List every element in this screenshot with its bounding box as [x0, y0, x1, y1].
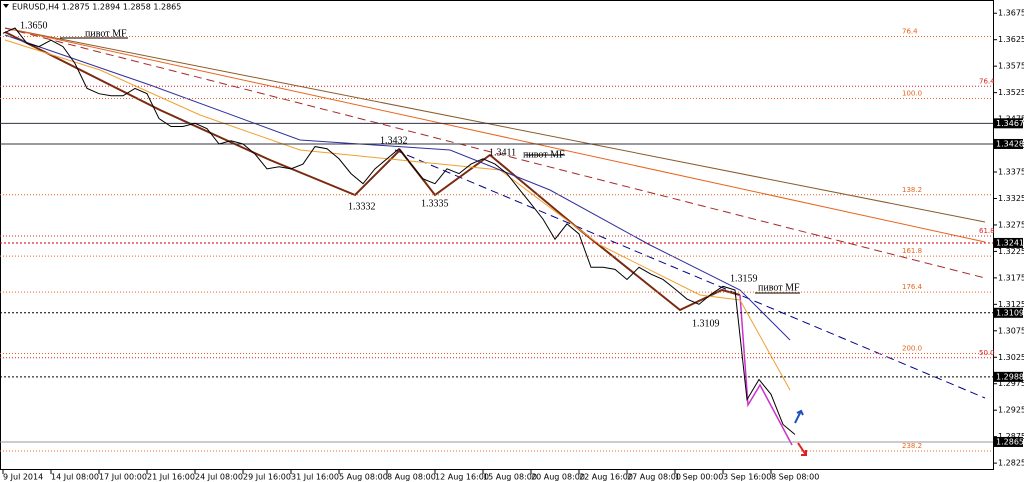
annotation: 1.3432	[380, 135, 408, 146]
price-box	[994, 118, 1023, 129]
moving-average	[4, 39, 791, 391]
zigzag	[739, 294, 793, 446]
moving-average	[4, 34, 791, 341]
fib-label: 200.0	[902, 345, 922, 353]
x-tick-label: 22 Aug 16:00	[579, 473, 633, 482]
y-tick-label: 1.3275	[998, 220, 1024, 229]
y-tick-label: 1.3025	[998, 353, 1024, 362]
x-tick-label: 1 Sep 00:00	[675, 473, 723, 482]
x-tick-label: 12 Aug 16:00	[435, 473, 489, 482]
y-tick-label: 1.3675	[998, 9, 1024, 18]
annotation: 1.3411	[489, 147, 516, 158]
annotation: пивот MF	[758, 282, 800, 293]
y-tick-label: 1.3325	[998, 194, 1024, 203]
fib-label: 76.4	[979, 77, 995, 85]
trend-line	[394, 149, 986, 399]
fib-label: 176.4	[902, 283, 923, 291]
price-line	[2, 27, 796, 435]
y-tick-label: 1.2925	[998, 406, 1024, 415]
fib-label: 61.8	[979, 227, 995, 235]
arrow-down	[797, 442, 807, 456]
annotation: 1.3650	[20, 20, 48, 31]
trend-line	[4, 27, 986, 243]
x-tick-label: 21 Jul 16:00	[147, 473, 195, 482]
x-tick-label: 17 Jul 00:00	[99, 473, 147, 482]
trend-line	[4, 27, 986, 223]
annotation: 1.3159	[730, 273, 758, 284]
annotation: пивот MF	[523, 149, 565, 160]
x-tick-label: 15 Aug 08:00	[483, 473, 537, 482]
x-tick-label: 24 Jul 08:00	[195, 473, 243, 482]
price-box	[994, 371, 1023, 382]
price-label: 1.3109	[996, 308, 1024, 317]
plot-frame	[0, 0, 994, 470]
price-label: 1.3428	[996, 139, 1024, 148]
chart-title: EURUSD,H4 1.2875 1.2894 1.2858 1.2865	[12, 3, 181, 12]
y-tick-label: 1.3175	[998, 273, 1024, 282]
x-tick-label: 20 Aug 08:00	[531, 473, 585, 482]
menu-icon[interactable]	[3, 4, 9, 8]
price-label: 1.3241	[996, 238, 1024, 247]
annotation: пивот MF	[85, 28, 127, 39]
price-label: 1.2988	[996, 372, 1024, 381]
x-tick-label: 8 Sep 08:00	[771, 473, 819, 482]
fib-label: 100.0	[902, 89, 922, 97]
fib-label: 138.2	[902, 186, 922, 194]
y-tick-label: 1.3225	[998, 247, 1024, 256]
price-label: 1.3467	[996, 119, 1024, 128]
price-box	[994, 436, 1023, 447]
fib-label: 238.2	[902, 442, 922, 450]
fib-label: 161.8	[902, 247, 922, 255]
y-tick-label: 1.2875	[998, 432, 1024, 441]
price-box	[994, 307, 1023, 318]
y-tick-label: 1.2825	[998, 459, 1024, 468]
x-tick-label: 14 Jul 08:00	[51, 473, 99, 482]
y-tick-label: 1.3525	[998, 88, 1024, 97]
y-tick-label: 1.2975	[998, 379, 1024, 388]
annotation: 1.3332	[348, 201, 376, 212]
x-tick-label: 31 Jul 16:00	[291, 473, 339, 482]
x-tick-label: 29 Jul 16:00	[243, 473, 291, 482]
x-tick-label: 3 Sep 16:00	[723, 473, 771, 482]
price-box	[994, 138, 1023, 149]
price-box	[994, 237, 1023, 248]
fib-label: 76.4	[902, 28, 918, 36]
y-tick-label: 1.3075	[998, 326, 1024, 335]
y-tick-label: 1.3125	[998, 300, 1024, 309]
annotation: 1.3109	[692, 318, 720, 329]
y-tick-label: 1.3575	[998, 62, 1024, 71]
annotation: 1.3335	[421, 198, 449, 209]
x-tick-label: 27 Aug 08:00	[627, 473, 681, 482]
price-label: 1.2865	[996, 437, 1024, 446]
y-tick-label: 1.3625	[998, 35, 1024, 44]
x-tick-label: 9 Jul 2014	[3, 473, 43, 482]
x-tick-label: 5 Aug 08:00	[339, 473, 388, 482]
x-tick-label: 8 Aug 08:00	[387, 473, 436, 482]
y-tick-label: 1.3375	[998, 168, 1024, 177]
fib-label: 50.0	[979, 349, 995, 357]
arrow-up	[794, 409, 804, 424]
